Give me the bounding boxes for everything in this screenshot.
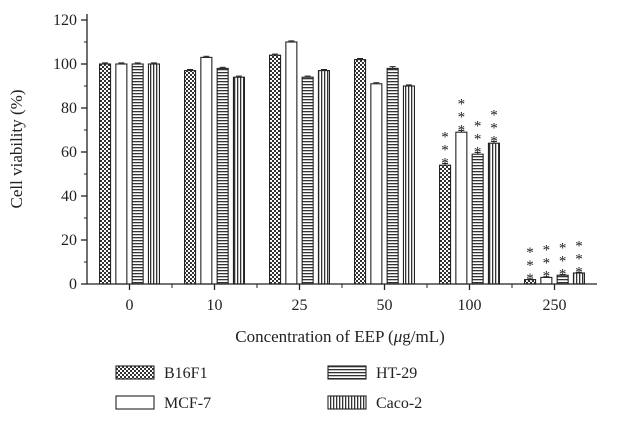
y-tick-label: 80 xyxy=(61,100,77,117)
bar-ht-29-25 xyxy=(301,76,314,285)
y-tick-label: 120 xyxy=(53,12,77,29)
significance-star: * xyxy=(575,264,583,280)
bar-mcf-7-25 xyxy=(285,41,298,285)
legend-swatch-ht-29 xyxy=(327,365,367,380)
significance-star: * xyxy=(543,243,551,259)
bar-ht-29-10 xyxy=(216,67,229,285)
bars-layer xyxy=(99,40,586,285)
significance-star: * xyxy=(526,258,534,274)
legend-label-mcf-7: MCF-7 xyxy=(164,395,211,412)
x-tick-label: 50 xyxy=(377,297,393,314)
y-tick-label: 100 xyxy=(53,56,77,73)
significance-star: * xyxy=(458,96,466,112)
bar-caco-2-10 xyxy=(232,76,245,285)
significance-star: * xyxy=(543,269,551,285)
significance-star: * xyxy=(458,109,466,125)
bar-ht-29-100 xyxy=(471,153,484,285)
legend-label-b16f1: B16F1 xyxy=(164,365,208,382)
legend: B16F1 MCF-7 HT-29 Caco-2 xyxy=(115,365,422,412)
legend-swatch-mcf-7 xyxy=(115,395,155,410)
significance-star: * xyxy=(441,155,449,171)
significance-star: * xyxy=(474,118,482,134)
y-ticks: 0 20 40 60 80 100 120 xyxy=(53,12,87,293)
significance-layer: *** ********************* xyxy=(441,96,582,287)
x-axis: 0 10 25 50 100 250 xyxy=(87,283,597,314)
bar-caco-2-25 xyxy=(317,70,331,285)
significance-star: * xyxy=(559,267,567,283)
x-tick-label: 250 xyxy=(543,297,567,314)
significance-star: * xyxy=(490,133,498,149)
bar-b16f1-25 xyxy=(268,54,282,285)
y-axis-label: Cell viability (%) xyxy=(7,90,26,209)
significance-star: * xyxy=(474,131,482,147)
legend-label-caco-2: Caco-2 xyxy=(376,395,422,412)
bar-caco-2-100 xyxy=(487,142,501,285)
y-tick-label: 40 xyxy=(61,188,77,205)
significance-star: * xyxy=(441,129,449,145)
legend-swatch-caco-2 xyxy=(327,395,367,410)
significance-star: * xyxy=(559,254,567,270)
x-tick-label: 100 xyxy=(458,297,482,314)
bar-mcf-7-0 xyxy=(115,63,128,285)
significance-star: * xyxy=(441,142,449,158)
bar-b16f1-10 xyxy=(184,70,197,285)
significance-star: * xyxy=(490,120,498,136)
bar-caco-2-0 xyxy=(147,63,160,285)
bar-b16f1-50 xyxy=(353,59,367,285)
bar-mcf-7-100 xyxy=(455,131,468,285)
significance-star: * xyxy=(490,107,498,123)
x-tick-label: 10 xyxy=(207,297,223,314)
legend-swatch-b16f1 xyxy=(115,365,155,380)
legend-label-ht-29: HT-29 xyxy=(376,365,417,382)
bar-ht-29-50 xyxy=(386,67,399,285)
x-tick-label: 25 xyxy=(292,297,308,314)
y-tick-label: 20 xyxy=(61,232,77,249)
significance-star: * xyxy=(575,251,583,267)
significance-star: * xyxy=(526,245,534,261)
y-tick-label: 60 xyxy=(61,144,77,161)
bar-mcf-7-10 xyxy=(200,56,213,285)
significance-star: * xyxy=(575,238,583,254)
y-axis: 0 20 40 60 80 100 120 xyxy=(53,12,88,293)
bar-mcf-7-50 xyxy=(370,83,383,285)
bar-ht-29-0 xyxy=(131,63,144,285)
significance-star: * xyxy=(526,271,534,287)
y-tick-label: 0 xyxy=(69,276,77,293)
bar-b16f1-0 xyxy=(99,63,112,285)
x-ticks: 0 10 25 50 100 250 xyxy=(126,284,567,314)
significance-star: * xyxy=(559,241,567,257)
significance-star: * xyxy=(543,256,551,272)
bar-caco-2-50 xyxy=(402,85,416,285)
x-axis-label: Concentration of EEP (μg/mL) xyxy=(235,327,445,346)
significance-star: * xyxy=(474,144,482,160)
significance-star: * xyxy=(458,122,466,138)
x-tick-label: 0 xyxy=(126,297,134,314)
bar-b16f1-100 xyxy=(438,164,452,285)
